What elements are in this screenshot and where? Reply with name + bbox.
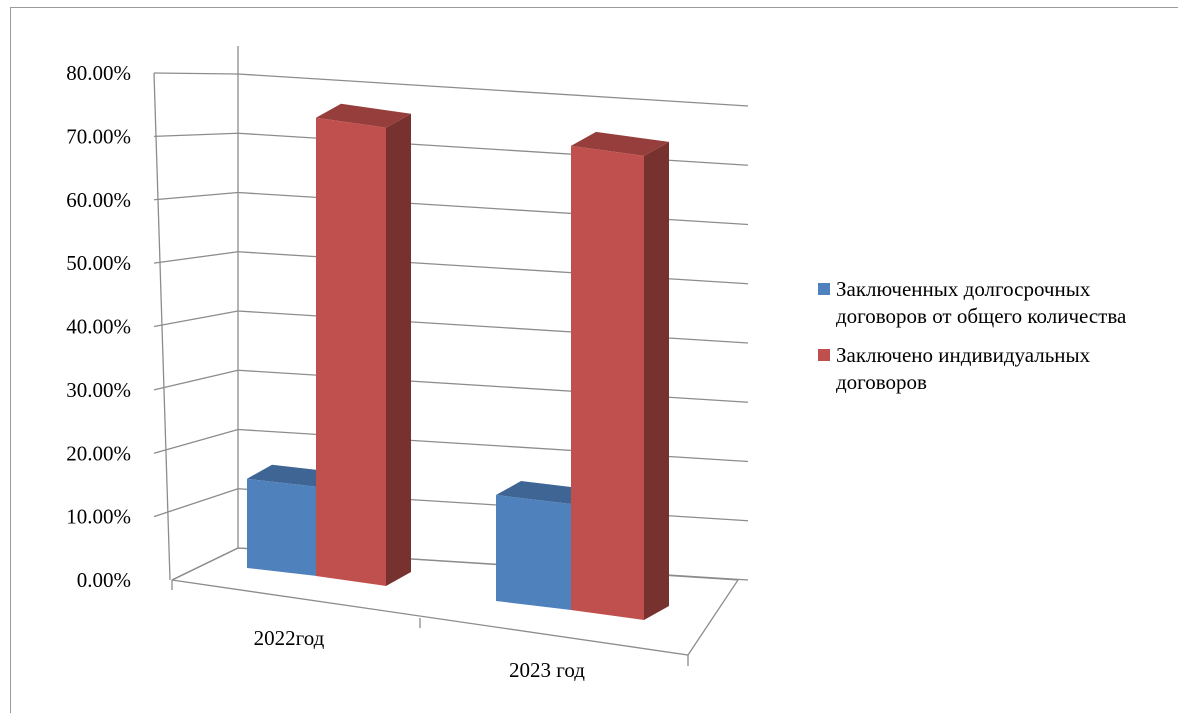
legend-item-individual: Заключено индивидуальных договоров [818, 342, 1168, 396]
gridline [237, 132, 749, 166]
y-tick-label: 10.00% [66, 505, 131, 529]
legend-swatch-blue [818, 283, 830, 295]
y-tick-label: 30.00% [66, 378, 131, 402]
bar-front [247, 478, 317, 576]
bar-front [496, 495, 571, 610]
legend-label: Заключено индивидуальных договоров [836, 343, 1091, 394]
side-gridline [153, 72, 239, 75]
y-axis-line [153, 72, 171, 581]
legend-label: Заключенных долгосрочных договоров от об… [836, 277, 1127, 328]
side-gridline [153, 251, 239, 264]
side-gridline [153, 369, 239, 391]
bar-side [644, 141, 669, 620]
gridline [237, 73, 749, 107]
bar-top [316, 103, 411, 128]
bar-front [316, 117, 386, 586]
side-gridline [153, 310, 239, 328]
axes [153, 46, 740, 666]
side-gridline [153, 191, 239, 201]
gridline [237, 251, 749, 285]
floor-outline [171, 547, 740, 656]
legend: Заключенных долгосрочных договоров от об… [818, 276, 1168, 408]
gridline [237, 191, 749, 226]
gridline [237, 369, 749, 403]
side-gridline [153, 132, 239, 138]
bar-side [386, 113, 411, 586]
y-tick-label: 70.00% [66, 124, 131, 148]
axis-labels: 0.00% 10.00% 20.00% 30.00% 40.00% 50.00% 60.00… [66, 61, 585, 682]
bar-red-1 [571, 131, 669, 620]
gridline [237, 310, 749, 344]
y-tick-label: 20.00% [66, 441, 131, 465]
chart-frame [10, 7, 1178, 713]
y-tick-label: 80.00% [66, 61, 131, 85]
side-gridline [153, 488, 239, 518]
bar-top [571, 131, 669, 156]
x-category-label: 2022год [254, 626, 325, 650]
gridline [237, 428, 749, 463]
legend-item-long-term: Заключенных долгосрочных договоров от об… [818, 276, 1168, 330]
y-tick-label: 50.00% [66, 251, 131, 275]
legend-swatch-red [818, 349, 830, 361]
y-tick-label: 40.00% [66, 315, 131, 339]
x-category-label: 2023 год [509, 658, 585, 682]
y-tick-label: 0.00% [77, 568, 131, 592]
bar-red-0 [316, 103, 411, 586]
side-gridline [153, 428, 239, 454]
bar-front [571, 145, 644, 620]
y-tick-label: 60.00% [66, 188, 131, 212]
bars [247, 103, 669, 620]
